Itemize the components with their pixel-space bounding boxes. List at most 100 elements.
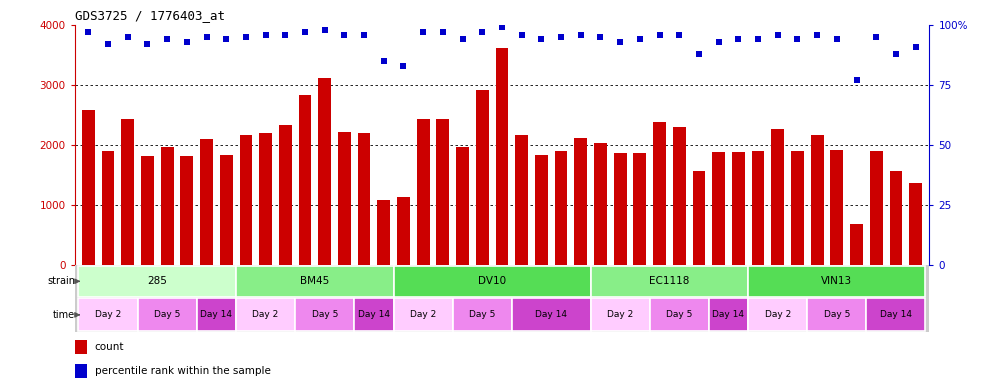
Point	[199, 34, 215, 40]
Bar	[590, 298, 650, 331]
Point	[908, 43, 923, 50]
Bar	[416, 119, 429, 265]
Text: VIN13: VIN13	[821, 276, 853, 286]
Point	[120, 34, 136, 40]
Point	[415, 29, 431, 35]
Bar	[181, 156, 193, 265]
Bar	[713, 152, 725, 265]
Bar	[338, 132, 351, 265]
Text: Day 14: Day 14	[535, 310, 568, 319]
Text: time: time	[53, 310, 75, 320]
Bar	[476, 90, 489, 265]
Bar	[298, 95, 311, 265]
Bar	[515, 136, 528, 265]
Point	[809, 31, 825, 38]
Bar	[811, 136, 823, 265]
Point	[750, 36, 766, 43]
Bar	[137, 298, 197, 331]
Text: strain: strain	[47, 276, 75, 286]
Point	[888, 51, 904, 57]
Bar	[555, 151, 568, 265]
Bar	[709, 298, 748, 331]
Text: Day 14: Day 14	[880, 310, 911, 319]
Point	[671, 31, 687, 38]
Point	[494, 24, 510, 30]
Bar	[200, 139, 213, 265]
Bar	[535, 155, 548, 265]
Point	[396, 63, 412, 69]
Bar	[161, 147, 174, 265]
Text: Day 14: Day 14	[358, 310, 390, 319]
Bar	[633, 153, 646, 265]
Text: Day 2: Day 2	[94, 310, 121, 319]
Point	[769, 31, 785, 38]
Bar	[240, 136, 252, 265]
Point	[573, 31, 588, 38]
Bar	[452, 298, 512, 331]
Point	[454, 36, 470, 43]
Text: Day 2: Day 2	[607, 310, 633, 319]
Point	[534, 36, 550, 43]
Bar	[101, 151, 114, 265]
Bar	[75, 364, 87, 378]
Text: Day 5: Day 5	[824, 310, 850, 319]
Text: percentile rank within the sample: percentile rank within the sample	[94, 366, 270, 376]
Bar	[673, 127, 686, 265]
Point	[277, 31, 293, 38]
Point	[81, 29, 96, 35]
Text: count: count	[94, 342, 124, 352]
Bar	[279, 124, 291, 265]
Bar	[397, 197, 410, 265]
Bar	[141, 156, 154, 265]
Point	[612, 39, 628, 45]
Bar	[295, 298, 354, 331]
Bar	[732, 152, 745, 265]
Point	[257, 31, 273, 38]
Bar	[590, 266, 748, 297]
Text: Day 14: Day 14	[713, 310, 745, 319]
Bar	[220, 155, 233, 265]
Point	[514, 31, 530, 38]
Bar	[890, 171, 903, 265]
Point	[691, 51, 707, 57]
Bar	[748, 266, 925, 297]
Point	[849, 77, 865, 83]
Bar	[496, 48, 508, 265]
Text: DV10: DV10	[478, 276, 506, 286]
Bar	[653, 122, 666, 265]
Bar	[791, 151, 804, 265]
Bar	[693, 171, 706, 265]
Bar	[197, 298, 236, 331]
Bar	[354, 298, 394, 331]
Bar	[318, 78, 331, 265]
Point	[829, 36, 845, 43]
Point	[179, 39, 195, 45]
Bar	[850, 224, 863, 265]
Point	[652, 31, 668, 38]
Bar	[436, 119, 449, 265]
Point	[553, 34, 569, 40]
Bar	[807, 298, 867, 331]
Bar	[594, 143, 607, 265]
Point	[632, 36, 648, 43]
Text: Day 5: Day 5	[154, 310, 180, 319]
Point	[789, 36, 805, 43]
Bar	[456, 147, 469, 265]
Point	[219, 36, 235, 43]
Bar	[121, 119, 134, 265]
Text: Day 2: Day 2	[252, 310, 278, 319]
Point	[100, 41, 116, 47]
Text: Day 5: Day 5	[666, 310, 693, 319]
Text: GDS3725 / 1776403_at: GDS3725 / 1776403_at	[75, 9, 225, 22]
Bar	[75, 340, 87, 354]
Bar	[79, 266, 236, 297]
Point	[336, 31, 352, 38]
Bar	[575, 138, 587, 265]
Bar	[771, 129, 784, 265]
Bar	[613, 153, 626, 265]
Point	[711, 39, 727, 45]
Bar	[650, 298, 709, 331]
Bar	[378, 200, 391, 265]
Bar	[751, 151, 764, 265]
Bar	[512, 298, 590, 331]
